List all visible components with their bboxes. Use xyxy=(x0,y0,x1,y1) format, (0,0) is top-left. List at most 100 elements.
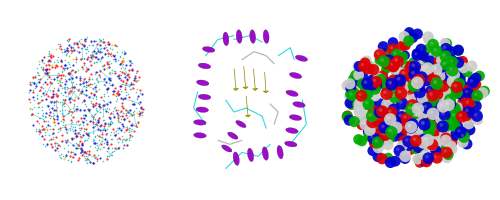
Circle shape xyxy=(386,79,397,91)
Point xyxy=(119,80,127,83)
Circle shape xyxy=(406,75,418,87)
Circle shape xyxy=(376,125,379,129)
Point xyxy=(94,120,102,123)
Circle shape xyxy=(359,89,370,100)
Point xyxy=(134,120,142,123)
Point xyxy=(43,70,51,74)
Point xyxy=(97,39,105,43)
Circle shape xyxy=(403,98,413,108)
Point xyxy=(87,40,95,43)
Point xyxy=(116,77,124,80)
Point xyxy=(98,142,106,145)
Circle shape xyxy=(379,129,391,141)
Point xyxy=(109,110,117,113)
Point xyxy=(44,58,52,61)
Point xyxy=(44,63,52,66)
Point xyxy=(103,87,111,90)
Point xyxy=(114,51,122,54)
Point xyxy=(118,115,126,118)
Point xyxy=(82,131,90,134)
Point xyxy=(54,114,62,117)
Point xyxy=(88,50,96,53)
Point xyxy=(54,72,62,75)
Point xyxy=(52,99,60,103)
Point xyxy=(70,152,78,155)
Point xyxy=(122,94,130,97)
Circle shape xyxy=(398,135,409,146)
Circle shape xyxy=(435,126,445,136)
Point xyxy=(88,118,96,121)
Circle shape xyxy=(454,70,466,81)
Point xyxy=(57,59,65,62)
Circle shape xyxy=(471,79,482,89)
Point xyxy=(30,81,38,85)
Point xyxy=(96,68,104,71)
Circle shape xyxy=(385,142,388,145)
Circle shape xyxy=(456,88,466,99)
Circle shape xyxy=(412,103,424,115)
Point xyxy=(46,99,54,103)
Point xyxy=(78,141,86,144)
Circle shape xyxy=(405,61,416,73)
Point xyxy=(89,43,97,47)
Point xyxy=(32,97,40,100)
Circle shape xyxy=(421,65,432,76)
Circle shape xyxy=(366,79,378,91)
Circle shape xyxy=(390,64,400,75)
Circle shape xyxy=(393,115,402,124)
Circle shape xyxy=(433,148,436,151)
Point xyxy=(80,93,88,96)
Point xyxy=(58,48,66,51)
Circle shape xyxy=(362,129,373,140)
Point xyxy=(55,47,63,50)
Circle shape xyxy=(424,65,428,69)
Point xyxy=(126,113,134,116)
Point xyxy=(54,141,62,145)
Circle shape xyxy=(422,66,425,70)
Point xyxy=(94,102,102,105)
Circle shape xyxy=(466,127,470,130)
Circle shape xyxy=(462,106,474,118)
Circle shape xyxy=(447,89,457,99)
Point xyxy=(92,97,100,101)
Circle shape xyxy=(444,149,447,153)
Circle shape xyxy=(466,120,469,124)
Point xyxy=(66,97,74,100)
Point xyxy=(113,92,121,95)
Point xyxy=(128,102,136,105)
Circle shape xyxy=(418,51,429,62)
Point xyxy=(58,108,66,111)
Point xyxy=(44,67,52,70)
Circle shape xyxy=(447,73,456,82)
Circle shape xyxy=(423,44,432,54)
Circle shape xyxy=(477,87,488,98)
Circle shape xyxy=(404,126,415,137)
Point xyxy=(126,129,134,132)
Circle shape xyxy=(402,71,405,75)
Point xyxy=(68,73,76,77)
Point xyxy=(127,123,135,127)
Circle shape xyxy=(368,133,379,144)
Point xyxy=(84,157,92,160)
Point xyxy=(109,90,117,93)
Point xyxy=(110,149,118,153)
Circle shape xyxy=(412,82,415,86)
Circle shape xyxy=(408,64,412,67)
Circle shape xyxy=(396,140,407,152)
Point xyxy=(28,113,36,116)
Point xyxy=(52,67,60,70)
Point xyxy=(94,50,102,53)
Ellipse shape xyxy=(198,94,211,100)
Circle shape xyxy=(368,64,380,75)
Point xyxy=(58,103,66,106)
Point xyxy=(56,44,64,48)
Circle shape xyxy=(394,111,404,122)
Point xyxy=(125,68,133,72)
Circle shape xyxy=(379,108,382,112)
Circle shape xyxy=(447,101,450,104)
Point xyxy=(92,52,100,55)
Point xyxy=(31,74,39,77)
Point xyxy=(128,68,136,72)
Circle shape xyxy=(379,113,382,116)
Point xyxy=(88,88,96,91)
